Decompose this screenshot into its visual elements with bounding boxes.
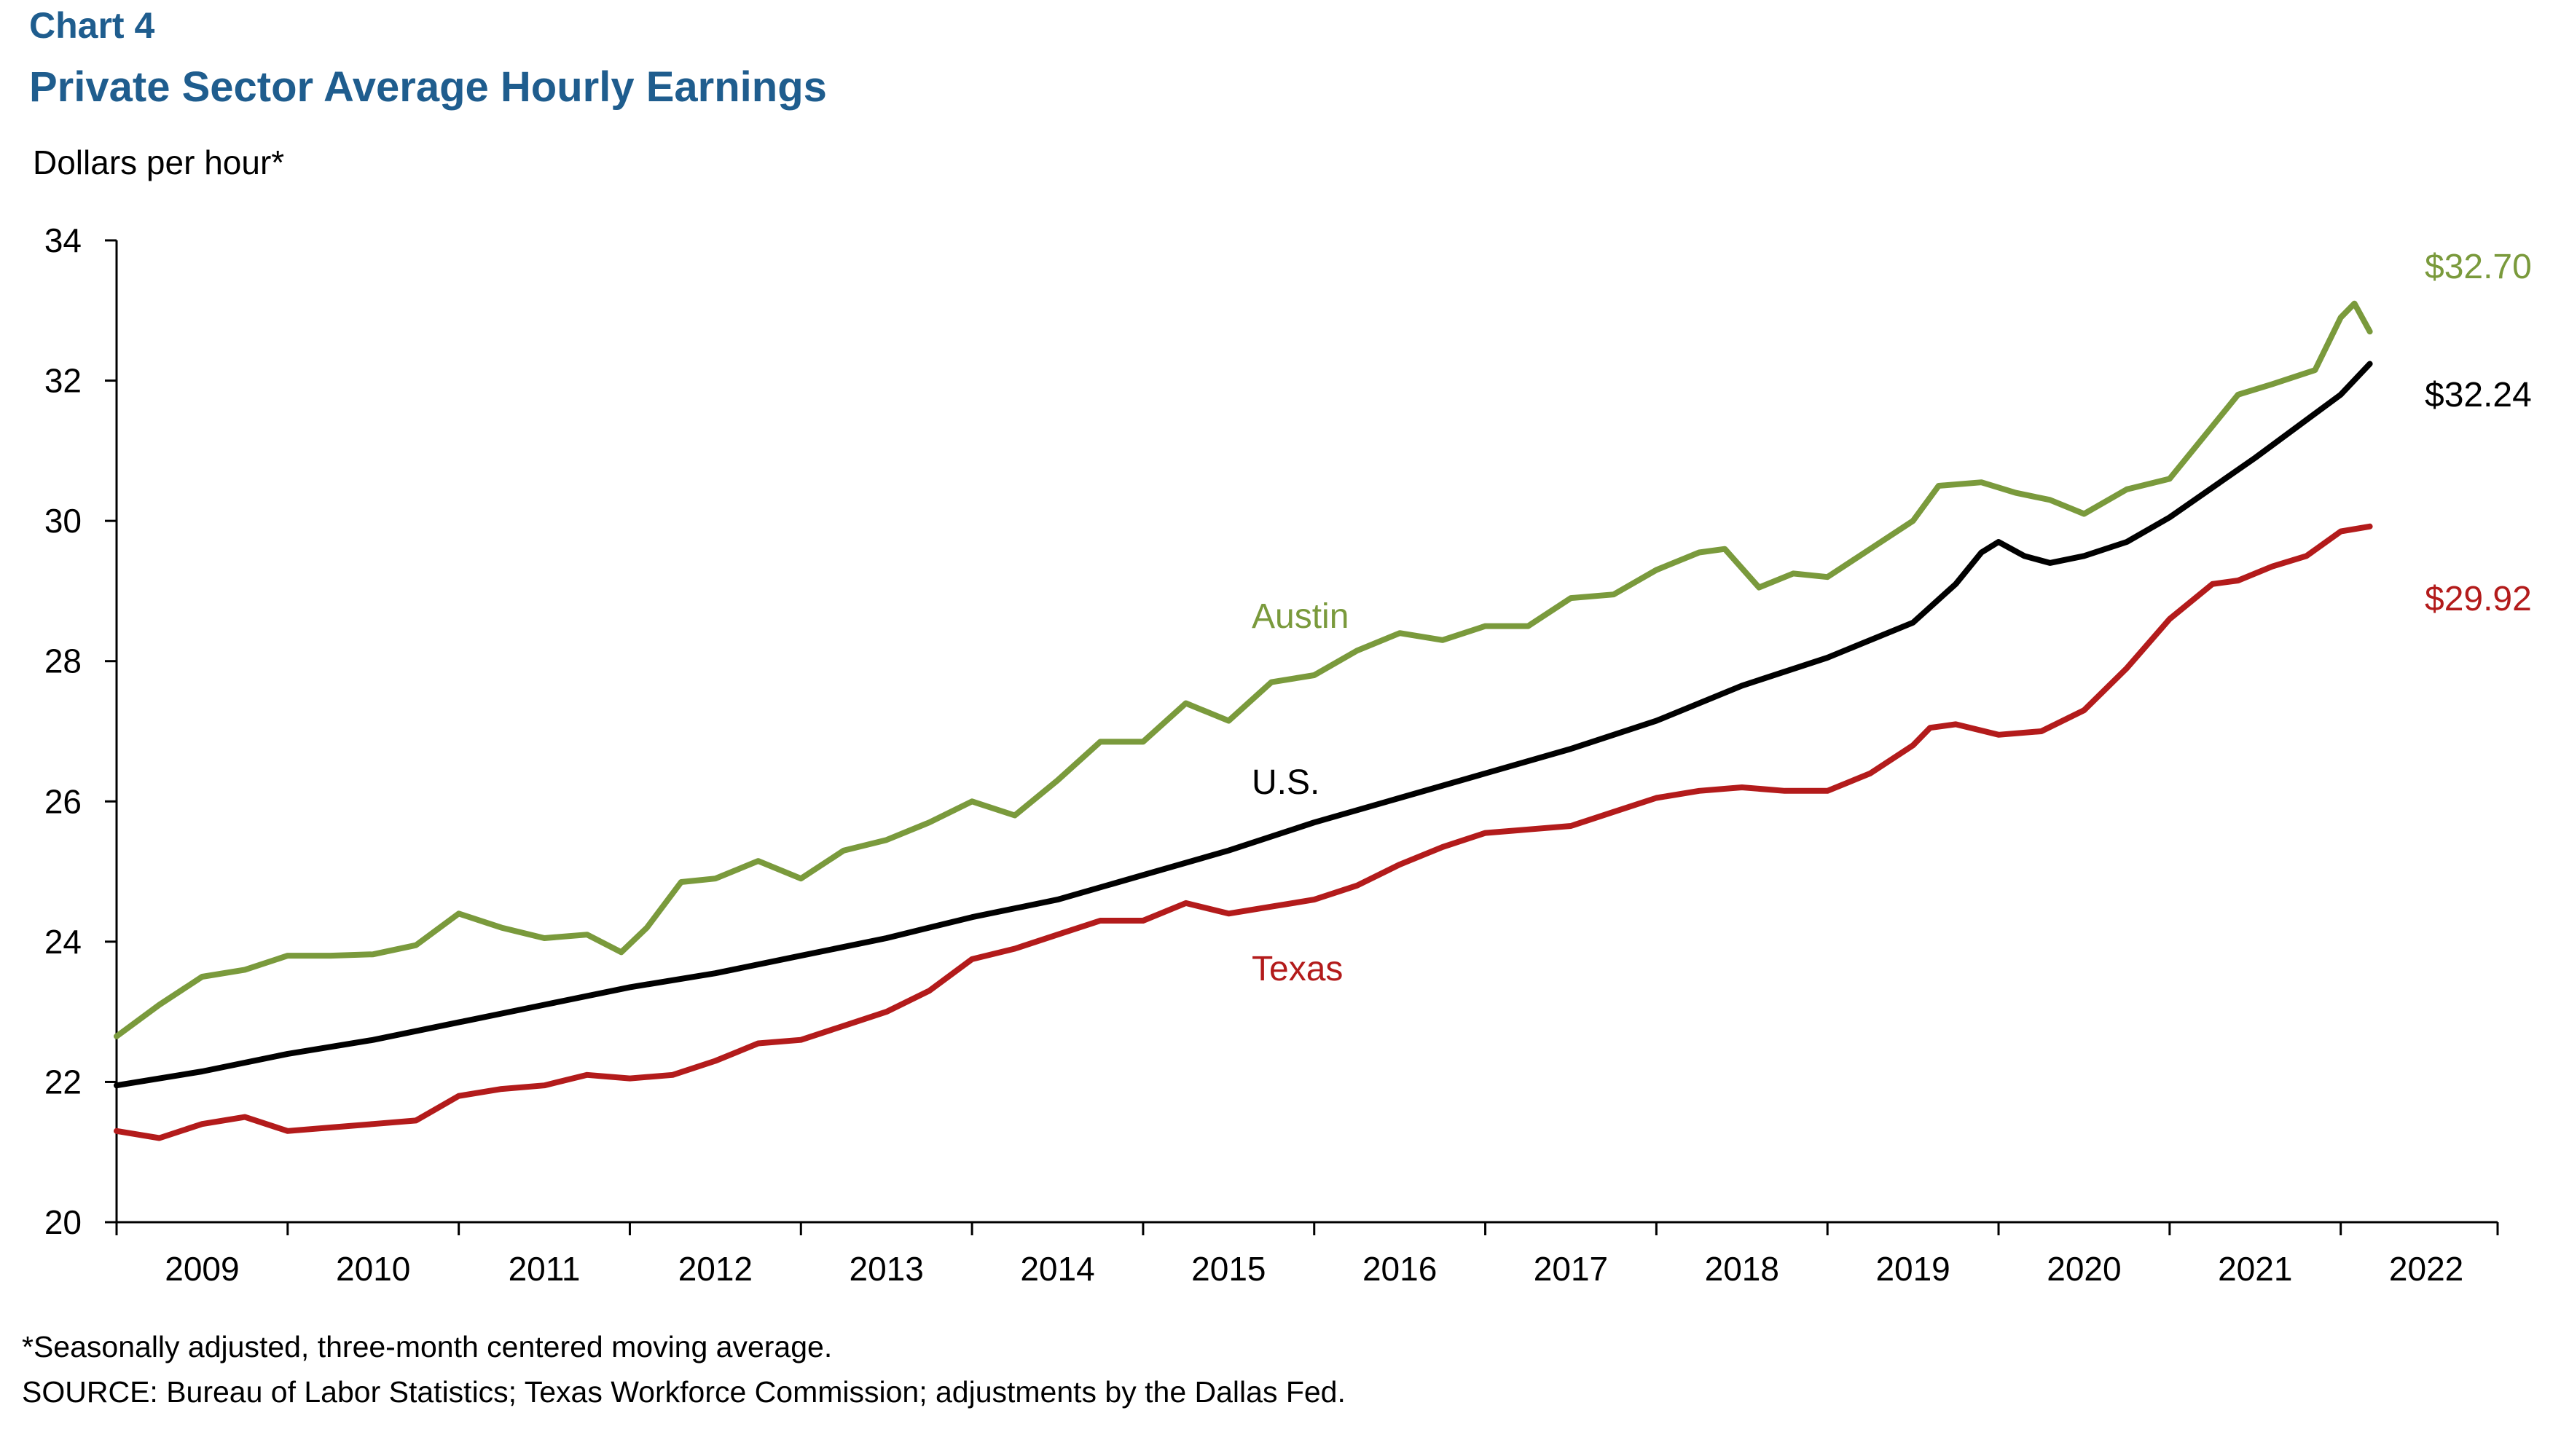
- x-tick-label: 2022: [2389, 1250, 2463, 1288]
- chart-subtitle: Private Sector Average Hourly Earnings: [29, 63, 827, 111]
- source-note: SOURCE: Bureau of Labor Statistics; Texa…: [22, 1375, 1346, 1409]
- x-tick-label: 2014: [1020, 1250, 1094, 1288]
- labels-layer: $32.70 $32.24 $29.92 Austin U.S. Texas: [1252, 248, 2532, 988]
- end-value-label-austin: $32.70: [2425, 248, 2532, 286]
- end-value-label-texas: $29.92: [2425, 580, 2532, 618]
- y-tick-label: 34: [44, 221, 82, 259]
- chart-title: Chart 4: [29, 5, 155, 46]
- x-tick-label: 2017: [1534, 1250, 1608, 1288]
- y-tick-label: 32: [44, 362, 82, 400]
- series-line-u-s: [114, 361, 2373, 1089]
- x-tick-label: 2011: [509, 1250, 581, 1288]
- x-tick-label: 2021: [2218, 1250, 2292, 1288]
- series-line-texas: [114, 523, 2373, 1141]
- series-annotation-u-s: U.S.: [1252, 763, 1319, 802]
- series-layer: [114, 300, 2373, 1141]
- x-tick-label: 2015: [1191, 1250, 1266, 1288]
- x-tick-label: 2013: [850, 1250, 924, 1288]
- series-annotation-austin: Austin: [1252, 597, 1349, 636]
- x-tick-label: 2010: [336, 1250, 410, 1288]
- x-tick-label: 2019: [1875, 1250, 1950, 1288]
- x-tick-label: 2016: [1362, 1250, 1437, 1288]
- x-tick-label: 2018: [1705, 1250, 1779, 1288]
- y-tick-label: 22: [44, 1063, 82, 1101]
- x-tick-label: 2009: [165, 1250, 239, 1288]
- series-annotation-texas: Texas: [1252, 950, 1343, 988]
- x-tick-label: 2012: [678, 1250, 753, 1288]
- footnote: *Seasonally adjusted, three-month center…: [22, 1330, 833, 1363]
- y-axis-label: Dollars per hour*: [33, 143, 285, 181]
- y-tick-label: 20: [44, 1203, 82, 1241]
- y-tick-label: 30: [44, 502, 82, 540]
- series-line-austin: [114, 300, 2373, 1039]
- y-tick-label: 26: [44, 782, 82, 820]
- y-tick-label: 28: [44, 642, 82, 680]
- x-tick-label: 2020: [2047, 1250, 2121, 1288]
- y-tick-label: 24: [44, 923, 82, 961]
- end-value-label-u-s: $32.24: [2425, 376, 2532, 414]
